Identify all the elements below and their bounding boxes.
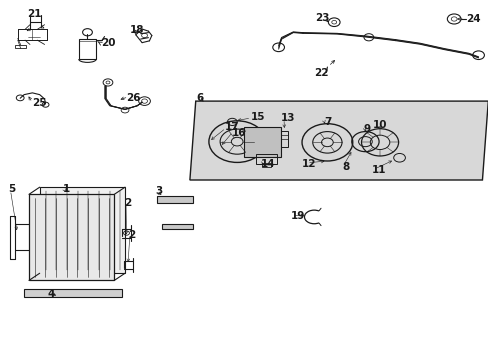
Text: 2: 2: [124, 198, 132, 208]
Text: 23: 23: [314, 13, 328, 23]
Bar: [29, 194, 114, 280]
Bar: [15, 45, 26, 48]
Bar: [255, 154, 277, 164]
Bar: [161, 224, 193, 229]
Polygon shape: [189, 101, 488, 180]
Text: 2: 2: [128, 230, 136, 239]
Text: 9: 9: [363, 124, 370, 134]
Text: 26: 26: [126, 93, 141, 103]
Text: 11: 11: [371, 165, 386, 175]
Bar: [280, 131, 288, 147]
Text: 4: 4: [47, 289, 54, 299]
Bar: [244, 127, 281, 157]
Text: 16: 16: [231, 128, 245, 138]
Bar: [40, 187, 125, 273]
Bar: [261, 163, 271, 167]
Text: 15: 15: [250, 112, 265, 122]
Text: 22: 22: [313, 68, 327, 78]
Text: 6: 6: [196, 93, 203, 103]
Text: 5: 5: [8, 184, 16, 194]
Text: 3: 3: [155, 186, 162, 197]
Text: 20: 20: [101, 38, 115, 48]
Bar: [79, 40, 96, 59]
Text: 1: 1: [63, 184, 70, 194]
Text: 13: 13: [281, 113, 295, 123]
Bar: [24, 289, 122, 297]
Text: 12: 12: [301, 158, 315, 168]
Text: 21: 21: [27, 9, 42, 19]
Text: 7: 7: [324, 117, 331, 127]
Text: 19: 19: [291, 211, 305, 221]
Text: 8: 8: [341, 162, 348, 172]
Text: 17: 17: [224, 122, 239, 132]
Text: 14: 14: [261, 159, 275, 169]
Bar: [157, 196, 193, 203]
Text: 24: 24: [466, 14, 480, 24]
Text: 10: 10: [372, 121, 386, 130]
Text: 18: 18: [130, 26, 144, 35]
Text: 25: 25: [32, 98, 47, 108]
